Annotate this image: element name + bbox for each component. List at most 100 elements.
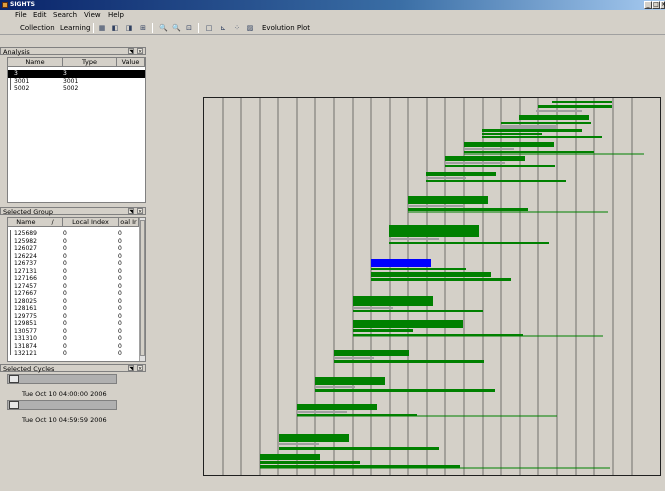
evolution-bar[interactable] [389,238,439,240]
evolution-bar[interactable] [464,148,514,150]
evolution-bar[interactable] [353,307,393,309]
right-arrow-icon[interactable]: ◨ [125,24,133,32]
evolution-bar[interactable] [464,142,554,147]
menu-edit[interactable]: Edit [33,11,47,19]
evolution-plot-icon[interactable]: ▨ [246,24,254,32]
evolution-bar[interactable] [389,242,549,244]
evolution-bar[interactable] [536,110,582,112]
group-row[interactable]: 125689 0 0 [8,230,139,238]
evolution-bar[interactable] [501,122,591,124]
group-row[interactable]: 126027 0 0 [8,245,139,253]
evolution-plot-canvas[interactable] [204,98,660,475]
group-row[interactable]: 129851 0 0 [8,320,139,328]
evolution-bar[interactable] [445,162,505,164]
column-value[interactable]: Value [117,58,145,67]
evolution-bar[interactable] [445,156,525,161]
tree-icon[interactable]: ⊞ [140,24,146,32]
zoom-fit-icon[interactable]: ⊡ [186,24,192,32]
evolution-bar[interactable] [260,461,360,464]
menu-view[interactable]: View [84,11,101,19]
panel-close-icon[interactable]: × [137,48,143,55]
evolution-bar[interactable] [353,320,463,328]
column-name[interactable]: Name / [8,218,63,227]
group-row[interactable]: 131874 0 0 [8,343,139,351]
panel-menu-icon[interactable]: ◥ [128,48,134,55]
evolution-bar[interactable] [315,386,355,388]
group-row[interactable]: 127667 0 0 [8,290,139,298]
column-global-index[interactable]: oal Ir [119,218,139,227]
evolution-bar[interactable] [297,414,417,416]
learning-button[interactable]: Learning [60,24,91,32]
evolution-bar[interactable] [371,268,466,270]
group-row[interactable]: 127166 0 0 [8,275,139,283]
column-type[interactable]: Type [63,58,117,67]
evolution-bar[interactable] [389,225,479,237]
evolution-bar[interactable] [334,350,409,356]
evolution-bar[interactable] [482,129,582,132]
panel-close-icon[interactable]: × [137,208,143,215]
evolution-bar[interactable] [315,377,385,385]
evolution-bar[interactable] [482,133,542,135]
selected-cycle-bar[interactable] [371,259,431,267]
evolution-bar[interactable] [297,404,377,410]
close-button[interactable]: × [660,1,665,9]
panel-menu-icon[interactable]: ◥ [128,365,134,372]
grid-icon[interactable]: ▦ [98,24,106,32]
evolution-bar[interactable] [426,180,566,182]
evolution-bar[interactable] [426,177,466,179]
panel-menu-icon[interactable]: ◥ [128,208,134,215]
evolution-bar[interactable] [538,105,612,108]
group-row[interactable]: 127457 0 0 [8,283,139,291]
evolution-bar[interactable] [260,454,320,460]
cycle-end-slider[interactable] [7,400,117,410]
evolution-plot[interactable] [203,97,661,476]
evolution-bar[interactable] [334,357,374,359]
evolution-bar[interactable] [445,165,555,167]
minimize-button[interactable]: _ [644,1,652,9]
evolution-bar[interactable] [519,115,589,120]
blank-page-icon[interactable]: □ [205,24,213,32]
group-row[interactable]: 132121 0 0 [8,350,139,358]
evolution-bar[interactable] [353,334,523,336]
group-scrollbar[interactable] [139,218,145,361]
scatter-icon[interactable]: ⁘ [234,24,240,32]
collection-button[interactable]: Collection [20,24,55,32]
evolution-bar[interactable] [353,296,433,306]
evolution-bar[interactable] [552,101,612,103]
zoom-out-icon[interactable]: 🔍 [172,24,181,32]
cycle-start-slider[interactable] [7,374,117,384]
group-row[interactable]: 125982 0 0 [8,238,139,246]
evolution-bar[interactable] [334,360,484,363]
evolution-bar[interactable] [408,196,488,204]
evolution-bar[interactable] [371,272,491,277]
evolution-bar[interactable] [482,136,602,138]
group-row[interactable]: 126224 0 0 [8,253,139,261]
analysis-row[interactable]: 3001 3001 [8,78,145,86]
evolution-bar[interactable] [426,172,496,176]
group-row[interactable]: 128025 0 0 [8,298,139,306]
evolution-bar[interactable] [408,208,528,211]
panel-close-icon[interactable]: × [137,365,143,372]
group-row[interactable]: 128161 0 0 [8,305,139,313]
evolution-bar[interactable] [260,465,460,468]
evolution-bar[interactable] [353,310,483,312]
chart-icon[interactable]: ⊾ [220,24,226,32]
evolution-bar[interactable] [279,434,349,442]
group-row[interactable]: 129775 0 0 [8,313,139,321]
left-arrow-icon[interactable]: ◧ [111,24,119,32]
evolution-bar[interactable] [353,329,413,332]
column-name[interactable]: Name [8,58,63,67]
scrollbar-thumb[interactable] [140,220,145,356]
evolution-bar[interactable] [279,443,319,445]
analysis-row[interactable]: 5002 5002 [8,85,145,93]
evolution-bar[interactable] [371,278,511,281]
group-row[interactable]: 126737 0 0 [8,260,139,268]
menu-help[interactable]: Help [108,11,124,19]
zoom-in-icon[interactable]: 🔍 [159,24,168,32]
group-row[interactable]: 131310 0 0 [8,335,139,343]
column-local-index[interactable]: Local Index [63,218,119,227]
group-row[interactable]: 130577 0 0 [8,328,139,336]
evolution-bar[interactable] [501,125,556,129]
evolution-bar[interactable] [315,389,495,392]
evolution-bar[interactable] [279,447,439,450]
